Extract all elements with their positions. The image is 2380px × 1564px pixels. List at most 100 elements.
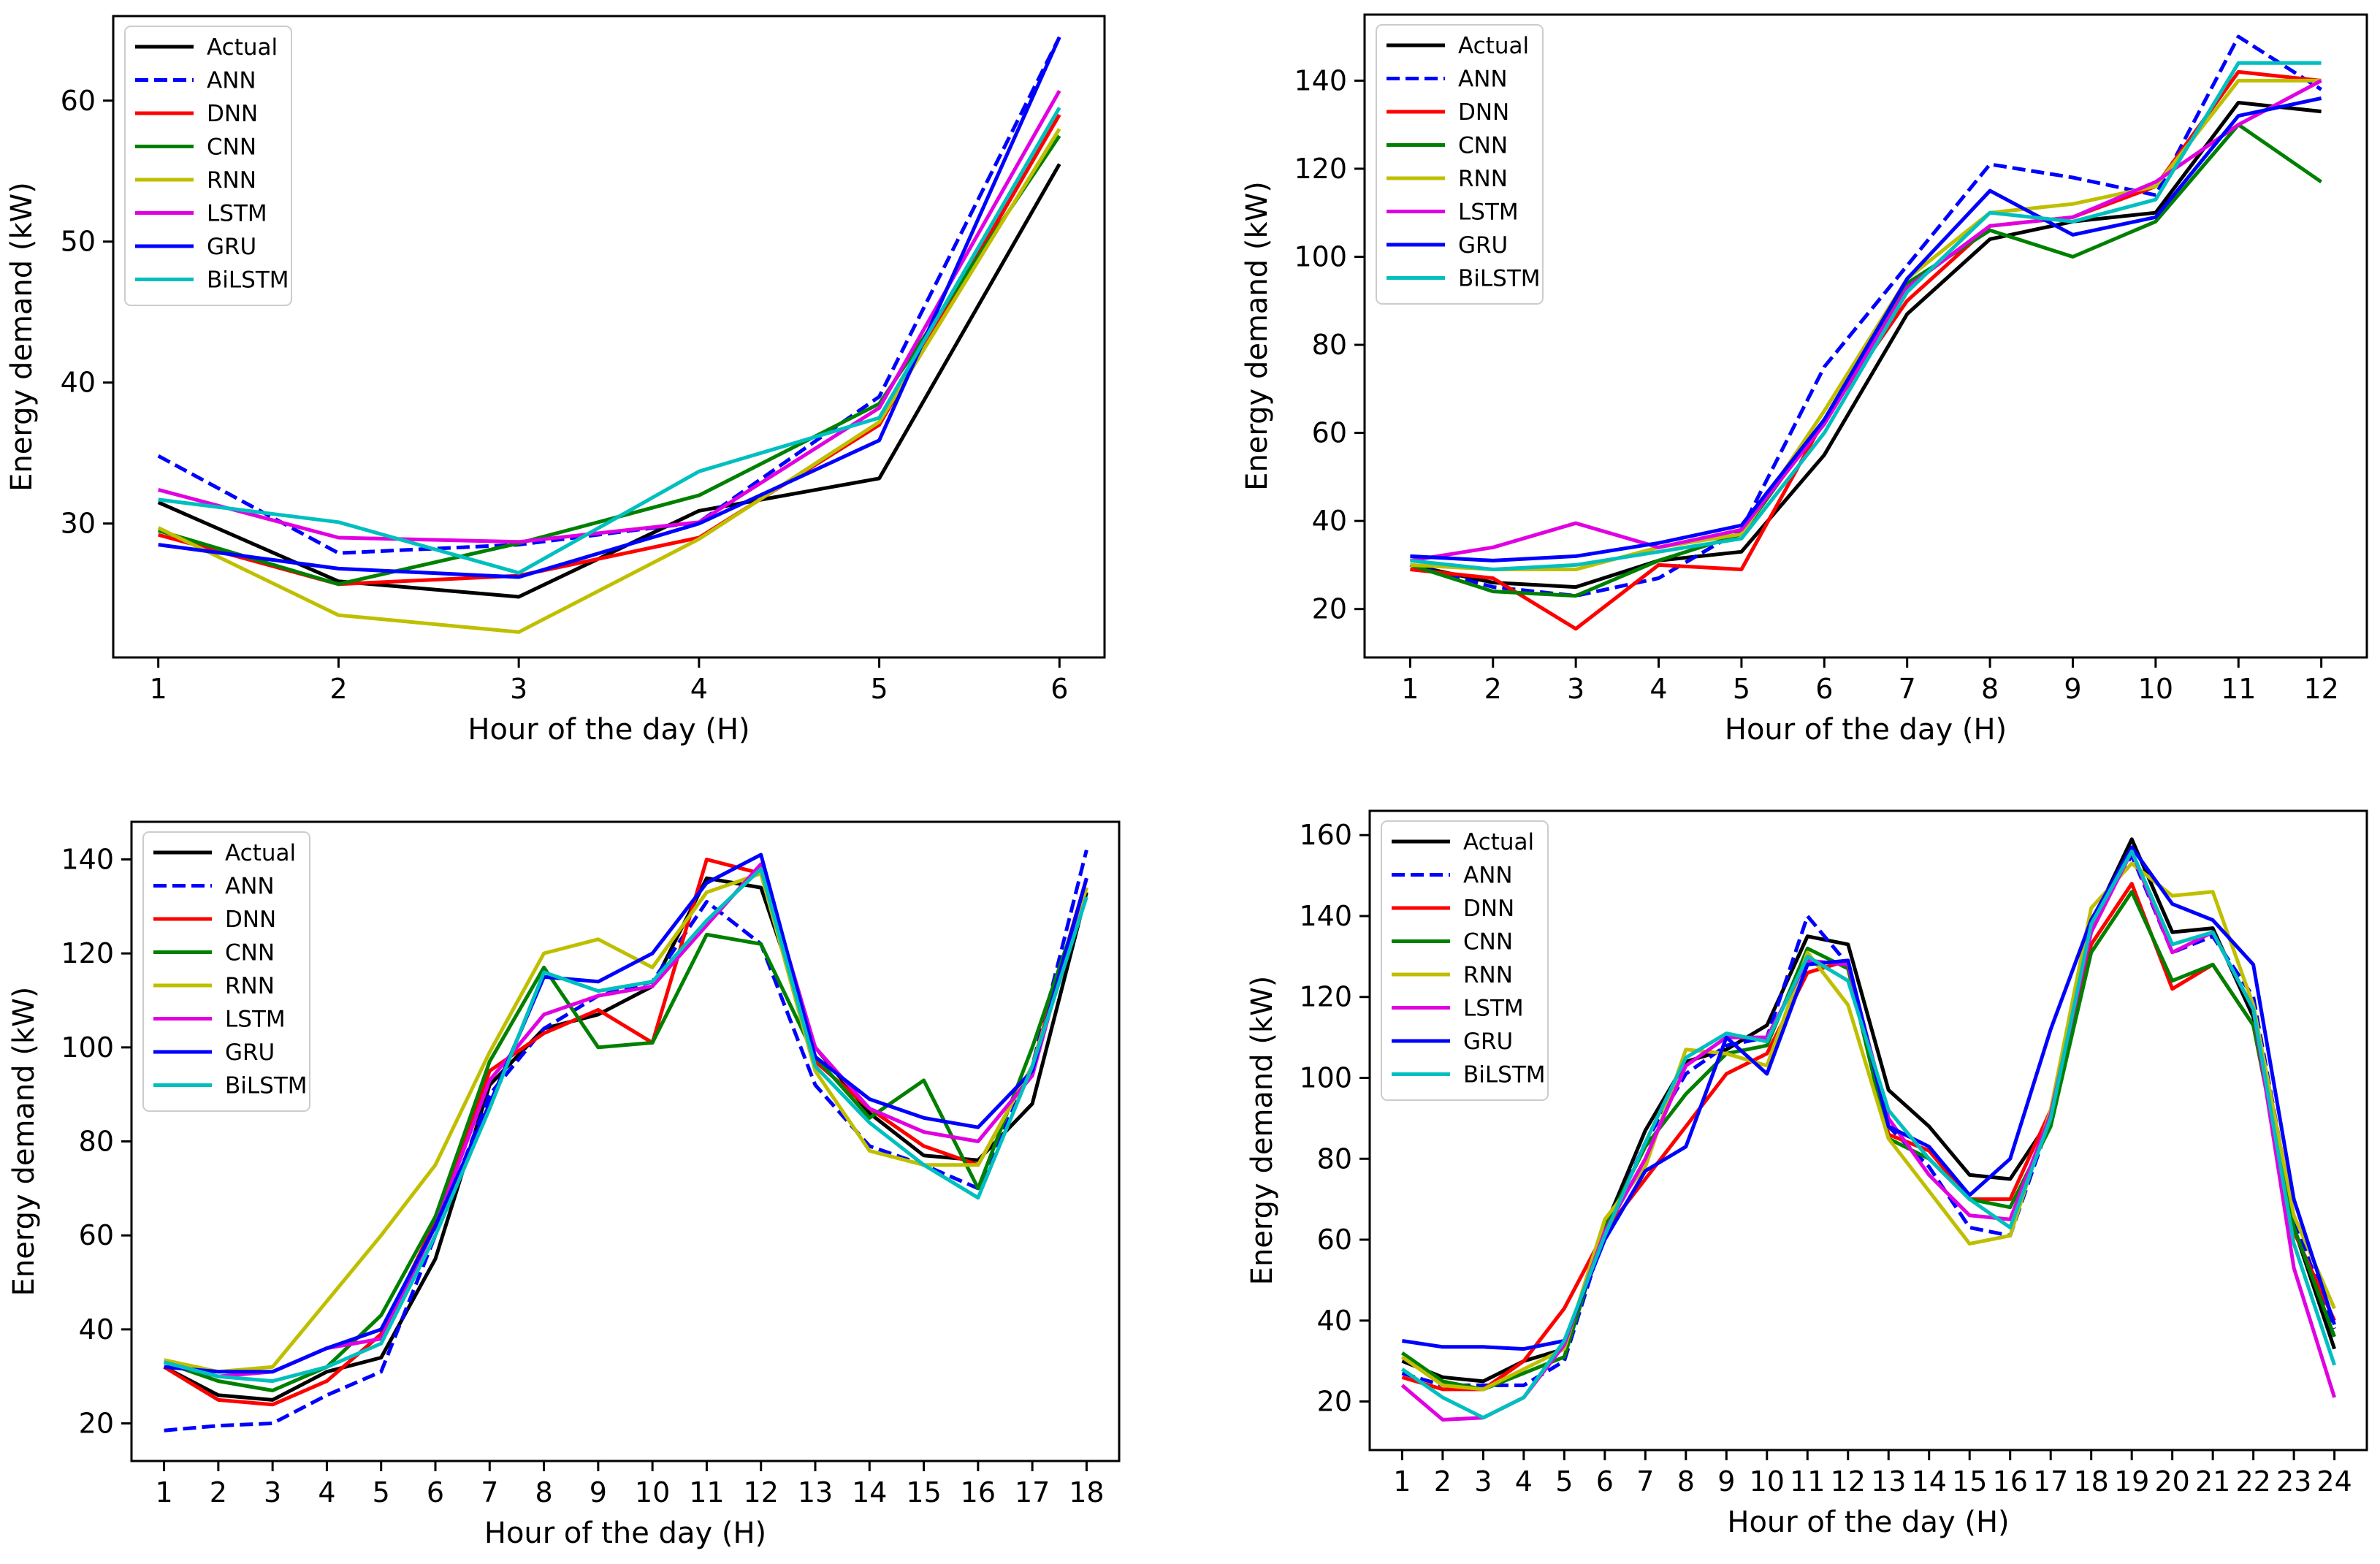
y-tick-label: 60 (61, 85, 96, 117)
x-tick-label: 3 (264, 1476, 281, 1508)
legend-label-cnn: CNN (207, 134, 256, 161)
legend-label-lstm: LSTM (207, 201, 267, 227)
x-tick-label: 6 (1050, 673, 1068, 705)
x-tick-label: 2 (1484, 673, 1502, 705)
x-axis-label: Hour of the day (H) (468, 713, 750, 747)
legend-label-ann: ANN (207, 68, 256, 94)
series-line-bilstm (163, 866, 1088, 1384)
x-tick-label: 15 (1952, 1465, 1987, 1498)
series-line-actual (163, 876, 1088, 1402)
x-tick-label: 1 (1401, 673, 1419, 705)
series-line-cnn (1400, 890, 2336, 1392)
plot-frame (1363, 13, 2368, 659)
legend-label-actual: Actual (225, 840, 296, 866)
legend: Actual ANN DNN CNN RNN LSTM GRU BiLSTM (1381, 820, 1549, 1101)
legend-label-gru: GRU (207, 234, 256, 260)
x-tick-label: 9 (2064, 673, 2081, 705)
y-tick-label: 100 (1294, 241, 1347, 273)
legend-label-lstm: LSTM (225, 1007, 286, 1033)
series-line-dnn (163, 858, 1088, 1407)
x-tick-label: 8 (1677, 1465, 1695, 1498)
x-tick-label: 10 (2138, 673, 2173, 705)
x-tick-label: 22 (2235, 1465, 2270, 1498)
x-tick-label: 11 (2221, 673, 2256, 705)
legend-label-bilstm: BiLSTM (225, 1073, 308, 1099)
x-tick-label: 16 (1993, 1465, 2028, 1498)
legend-label-rnn: RNN (225, 973, 275, 999)
y-tick-label: 120 (61, 937, 114, 969)
x-axis-label: Hour of the day (H) (484, 1517, 766, 1550)
x-tick-label: 8 (1981, 673, 1999, 705)
x-tick-label: 5 (1555, 1465, 1573, 1498)
series-line-ann (1409, 34, 2322, 598)
x-tick-label: 4 (1649, 673, 1667, 705)
x-tick-label: 10 (635, 1476, 670, 1508)
series-line-lstm (1410, 79, 2322, 562)
legend-label-actual: Actual (207, 34, 278, 61)
y-tick-label: 20 (1317, 1386, 1352, 1418)
y-tick-label: 100 (1299, 1062, 1352, 1094)
x-tick-label: 1 (155, 1476, 172, 1508)
x-tick-label: 11 (1790, 1465, 1825, 1498)
x-tick-label: 2 (1434, 1465, 1452, 1498)
y-tick-label: 80 (1312, 329, 1347, 361)
x-tick-label: 7 (1899, 673, 1916, 705)
x-tick-label: 19 (2114, 1465, 2149, 1498)
series-line-cnn (157, 134, 1061, 587)
x-tick-label: 2 (210, 1476, 227, 1508)
legend-label-actual: Actual (1458, 33, 1529, 59)
y-tick-label: 80 (1317, 1143, 1352, 1175)
x-tick-label: 7 (1636, 1465, 1654, 1498)
y-tick-label: 20 (79, 1408, 114, 1440)
legend-box (124, 26, 292, 306)
legend-box (142, 831, 310, 1112)
y-tick-label: 120 (1299, 981, 1352, 1013)
x-tick-label: 14 (852, 1476, 887, 1508)
legend-label-lstm: LSTM (1458, 199, 1519, 226)
x-tick-label: 13 (1871, 1465, 1906, 1498)
legend-label-bilstm: BiLSTM (1463, 1062, 1546, 1088)
legend-label-rnn: RNN (1463, 962, 1513, 988)
x-tick-label: 3 (1474, 1465, 1492, 1498)
y-axis-label: Energy demand (kW) (5, 182, 39, 492)
series-line-lstm (158, 90, 1061, 544)
legend: Actual ANN DNN CNN RNN LSTM GRU BiLSTM (124, 26, 292, 306)
x-tick-label: 4 (1515, 1465, 1533, 1498)
x-tick-label: 5 (373, 1476, 390, 1508)
series-line-gru (158, 36, 1061, 579)
y-axis-label: Energy demand (kW) (1246, 976, 1279, 1286)
y-tick-label: 60 (1312, 417, 1347, 449)
y-tick-label: 40 (61, 367, 96, 399)
legend-label-cnn: CNN (1458, 133, 1508, 159)
x-tick-label: 15 (906, 1476, 941, 1508)
x-tick-label: 6 (1596, 1465, 1614, 1498)
x-tick-label: 12 (744, 1476, 779, 1508)
x-tick-label: 5 (1733, 673, 1750, 705)
y-tick-label: 140 (1294, 64, 1347, 96)
legend-label-lstm: LSTM (1463, 996, 1524, 1022)
y-tick-label: 40 (1317, 1305, 1352, 1337)
y-tick-label: 100 (61, 1031, 114, 1064)
series-line-gru (1410, 96, 2322, 562)
y-tick-label: 160 (1299, 819, 1352, 851)
y-tick-label: 80 (79, 1126, 114, 1158)
legend-label-bilstm: BiLSTM (1458, 266, 1541, 292)
series-line-bilstm (1410, 61, 2322, 571)
x-tick-label: 7 (481, 1476, 498, 1508)
legend-box (1381, 820, 1549, 1101)
x-tick-label: 20 (2154, 1465, 2189, 1498)
x-tick-label: 3 (1567, 673, 1584, 705)
legend-label-dnn: DNN (207, 101, 258, 127)
legend-label-dnn: DNN (1458, 99, 1509, 126)
y-tick-label: 40 (1312, 505, 1347, 537)
x-tick-label: 1 (150, 673, 167, 705)
y-tick-label: 140 (61, 843, 114, 875)
legend-label-cnn: CNN (1463, 929, 1513, 955)
x-tick-label: 18 (2074, 1465, 2109, 1498)
chart-4: 1 2 3 4 5 6 7 8 9 10 11 12 13 14 15 16 17 18 19 20 21 22 23 242… (1246, 809, 2368, 1539)
x-tick-label: 4 (318, 1476, 335, 1508)
legend: Actual ANN DNN CNN RNN LSTM GRU BiLSTM (142, 831, 310, 1112)
x-tick-label: 5 (870, 673, 888, 705)
x-tick-label: 4 (690, 673, 708, 705)
